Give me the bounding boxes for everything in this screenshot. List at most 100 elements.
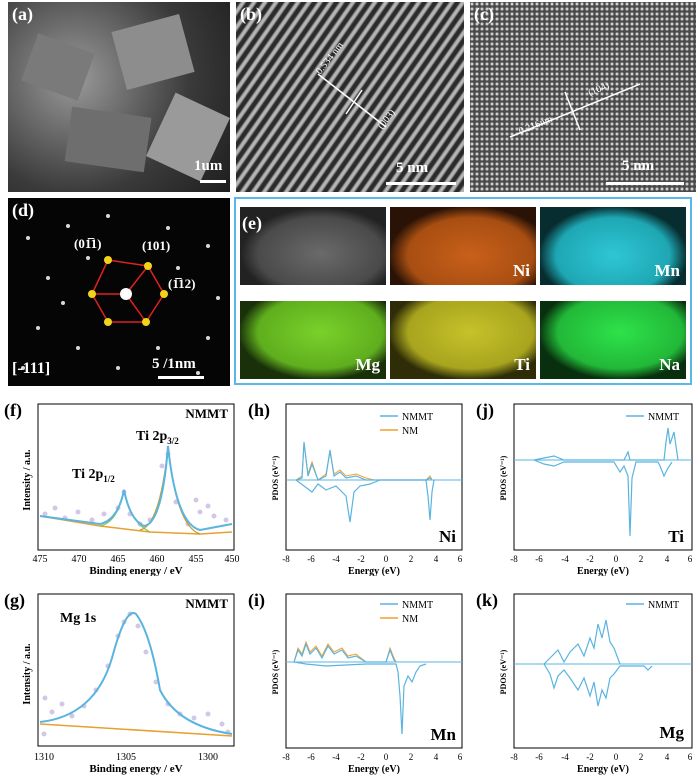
panel-label-a: (a) — [12, 4, 33, 24]
xps-f-xtick-5: 450 — [225, 554, 240, 565]
pdos-h-xtick-4: 0 — [384, 554, 389, 564]
pdos-i-xtick-1: -6 — [307, 752, 315, 762]
pdos-h-legend-0: NMMT — [402, 412, 433, 423]
pdos-j-xtick-7: 6 — [688, 554, 693, 564]
xps-panel-f: 475 470 465 460 455 450 Binding energy /… — [0, 396, 240, 577]
pdos-k-legend-0: NMMT — [648, 600, 679, 611]
pdos-h-xtick-1: -6 — [307, 554, 315, 564]
eds-label-ti: Ti — [514, 355, 530, 374]
panel-label-c: (c) — [474, 4, 494, 24]
eds-map-mn: Mn — [540, 207, 686, 285]
pdos-h-element: Ni — [439, 527, 456, 546]
pdos-k-xtick-0: -8 — [510, 752, 518, 762]
eds-map-sem — [240, 207, 386, 285]
saed-panel-d: (d) (01̅1) (101) (1̅12) [-111] 5 /1nm — [8, 198, 230, 386]
eds-label-mg: Mg — [355, 355, 380, 374]
xps-g-xtick-2: 1300 — [198, 752, 218, 763]
pdos-j-xtick-3: -2 — [586, 554, 594, 564]
pdos-j-element: Ti — [668, 527, 684, 546]
pdos-panel-h: -8 -6 -4 -2 0 2 4 6 Energy (eV) PDOS (eV… — [246, 396, 468, 577]
sem-panel-a: (a) 1um — [8, 2, 230, 192]
pdos-h-xtick-0: -8 — [282, 554, 290, 564]
pdos-i-xtick-4: 0 — [384, 752, 389, 762]
pdos-k-xtick-3: -2 — [586, 752, 594, 762]
pdos-j-xlabel: Energy (eV) — [577, 566, 629, 576]
scale-label-d: 5 /1nm — [152, 356, 196, 372]
xps-g-xlabel: Binding energy / eV — [89, 763, 182, 775]
xps-g-ylabel: Intensity / a.u. — [22, 643, 33, 705]
pdos-i-legend-0: NMMT — [402, 600, 433, 611]
eds-label-na: Na — [659, 355, 680, 374]
scale-bar-d — [158, 376, 204, 379]
xps-f-xlabel: Binding energy / eV — [89, 565, 182, 576]
xps-panel-g: 1310 1305 1300 Binding energy / eV Inten… — [0, 586, 240, 776]
xps-g-data-dots — [41, 611, 231, 737]
xps-f-ylabel: Intensity / a.u. — [22, 449, 33, 511]
pdos-i-xtick-5: 2 — [409, 752, 414, 762]
pdos-panel-j: -8 -6 -4 -2 0 2 4 6 Energy (eV) PDOS (eV… — [474, 396, 698, 577]
pdos-panel-k: -8 -6 -4 -2 0 2 4 6 Energy (eV) PDOS (eV… — [474, 586, 698, 776]
pdos-h-xtick-2: -4 — [332, 554, 340, 564]
eds-map-ti: Ti — [390, 301, 536, 379]
xps-f-xtick-0: 475 — [33, 554, 48, 565]
panel-label-h: (h) — [248, 400, 270, 421]
pdos-j-xtick-6: 4 — [665, 554, 670, 564]
zone-axis-label: [-111] — [12, 360, 51, 377]
panel-label-d: (d) — [12, 200, 34, 220]
panel-label-f: (f) — [4, 400, 22, 421]
pdos-j-xtick-5: 2 — [639, 554, 644, 564]
pdos-i-xtick-0: -8 — [282, 752, 290, 762]
xps-g-xtick-0: 1310 — [34, 752, 54, 763]
xps-g-title: NMMT — [185, 596, 228, 611]
spot-label-2: (101) — [142, 238, 171, 253]
eds-map-na: Na — [540, 301, 686, 379]
pdos-j-xtick-4: 0 — [614, 554, 619, 564]
pdos-k-xtick-6: 4 — [665, 752, 670, 762]
eds-label-ni: Ni — [513, 261, 530, 280]
pdos-j-xtick-2: -4 — [561, 554, 569, 564]
scale-label-c: 5 nm — [622, 158, 655, 174]
spot-label-1: (01̅1) — [74, 236, 102, 251]
indexed-spots — [88, 256, 168, 326]
xps-f-title: NMMT — [185, 406, 228, 421]
panel-label-k: (k) — [476, 590, 498, 611]
pdos-k-xtick-2: -4 — [561, 752, 569, 762]
pdos-k-xtick-5: 2 — [639, 752, 644, 762]
xps-f-xtick-2: 465 — [111, 554, 126, 565]
pdos-panel-i: -8 -6 -4 -2 0 2 4 6 Energy (eV) PDOS (eV… — [246, 586, 468, 776]
pdos-j-xtick-1: -6 — [535, 554, 543, 564]
scale-label-b: 5 nm — [396, 160, 429, 176]
spot-label-3: (1̅12) — [168, 276, 196, 291]
eds-map-mg: Mg — [240, 301, 386, 379]
eds-label-mn: Mn — [654, 261, 681, 280]
pdos-i-xtick-6: 4 — [434, 752, 439, 762]
xps-g-xtick-1: 1305 — [116, 752, 136, 763]
scale-bar-b — [386, 182, 456, 185]
hrtem-panel-c: (c) 0.216nm (104) 5 nm — [470, 2, 696, 192]
xps-g-peak-label: Mg 1s — [60, 611, 97, 626]
pdos-i-xtick-3: -2 — [357, 752, 365, 762]
pdos-h-legend-1: NM — [402, 426, 418, 437]
diffraction-spots — [21, 214, 220, 375]
pdos-k-element: Mg — [659, 723, 684, 742]
pdos-k-ylabel: PDOS (eV⁻¹) — [499, 649, 508, 694]
pdos-i-legend-1: NM — [402, 614, 418, 625]
panel-label-i: (i) — [248, 590, 265, 611]
hrtem-panel-b: (b) 0.534 nm (003) 5 nm — [236, 2, 464, 192]
pdos-h-xlabel: Energy (eV) — [348, 566, 400, 576]
pdos-k-xtick-4: 0 — [614, 752, 619, 762]
pdos-i-xtick-2: -4 — [332, 752, 340, 762]
pdos-j-legend-0: NMMT — [648, 412, 679, 423]
pdos-h-xtick-7: 6 — [458, 554, 463, 564]
pdos-h-xtick-3: -2 — [357, 554, 365, 564]
pdos-h-xtick-6: 4 — [434, 554, 439, 564]
eds-map-frame: (e) Ni Mn Mg Ti Na — [234, 197, 692, 385]
panel-label-b: (b) — [240, 4, 262, 24]
pdos-i-xlabel: Energy (eV) — [348, 764, 400, 775]
pdos-i-element: Mn — [431, 725, 457, 744]
pdos-k-xtick-1: -6 — [535, 752, 543, 762]
pdos-j-ylabel: PDOS (eV⁻¹) — [499, 455, 508, 500]
scale-bar-a — [200, 180, 226, 183]
pdos-i-ylabel: PDOS (eV⁻¹) — [271, 649, 280, 694]
scale-bar-c — [606, 182, 684, 185]
